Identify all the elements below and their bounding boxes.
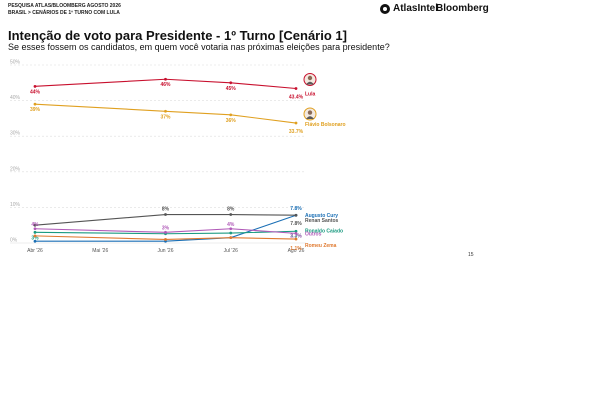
data-point (294, 213, 298, 217)
atlasintel-logo: AtlasIntel (380, 3, 438, 14)
data-label: 46% (160, 82, 171, 88)
page-number: 15 (468, 252, 474, 258)
data-point (229, 81, 233, 85)
series-line-ronaldo-caiado (34, 230, 297, 235)
data-point (294, 121, 298, 125)
data-point (164, 238, 167, 241)
series-line-augusto-cury (35, 214, 297, 242)
data-point (229, 213, 233, 216)
x-tick-label: Jul '26 (224, 248, 239, 254)
series-name-label: Flávio Bolsonaro (305, 122, 346, 128)
report-header-line1: PESQUISA ATLAS/BLOOMBERG AGOSTO 2026 (8, 3, 121, 9)
candidate-body-icon (306, 81, 314, 85)
x-tick-label: Abr '26 (27, 248, 43, 254)
series-name-label: Outros (305, 231, 322, 237)
bloomberg-logo: Bloomberg (436, 3, 489, 14)
x-tick-label: Jun '26 (158, 248, 174, 254)
data-label: 33.7% (289, 129, 304, 135)
report-header: PESQUISA ATLAS/BLOOMBERG AGOSTO 2026 BRA… (8, 3, 121, 17)
series-line-outros (34, 228, 297, 234)
data-point (33, 230, 37, 234)
data-point (294, 237, 298, 241)
data-label: 39% (30, 107, 41, 113)
series-line-lula (34, 78, 297, 90)
chart-title: Intenção de voto para Presidente - 1º Tu… (8, 28, 347, 43)
data-point (33, 239, 37, 243)
atlasintel-brand-text: AtlasIntel (393, 3, 439, 14)
data-point (33, 84, 37, 88)
data-point (164, 109, 167, 113)
atlasintel-logo-icon (380, 3, 390, 14)
data-label: 4% (227, 222, 235, 228)
series-name-label: Renan Santos (305, 218, 339, 224)
data-point (229, 227, 233, 231)
data-point (229, 231, 233, 235)
x-tick-label: Ago '26 (288, 248, 305, 254)
data-point (294, 87, 298, 90)
data-point (164, 77, 167, 81)
y-tick-label: 20% (10, 166, 21, 172)
data-label: 7.8% (290, 206, 302, 212)
chart-subtitle: Se esses fossem os candidatos, em quem v… (8, 42, 390, 52)
data-label: 37% (160, 114, 171, 120)
data-point (229, 113, 233, 117)
data-point (164, 230, 167, 234)
series-name-label: Romeu Zema (305, 243, 337, 249)
y-tick-label: 10% (10, 202, 21, 208)
x-tick-label: Mai '26 (92, 248, 108, 254)
data-point (294, 229, 298, 233)
data-label: 2.7% (290, 233, 302, 239)
y-tick-label: 40% (10, 95, 21, 101)
series-name-label: Augusto Cury (305, 213, 338, 219)
data-label: 36% (226, 118, 237, 124)
candidate-head-icon (307, 110, 313, 115)
data-label: 43.4% (289, 94, 304, 100)
data-point (294, 231, 298, 235)
data-point (164, 213, 167, 216)
data-label: 44% (30, 89, 41, 95)
y-tick-label: 50% (10, 60, 21, 66)
data-point (33, 234, 37, 238)
y-tick-label: 30% (10, 131, 21, 137)
data-point (33, 102, 37, 106)
data-label: 4% (31, 222, 39, 228)
data-label: 3.3% (290, 233, 302, 239)
data-label: 8% (227, 207, 235, 213)
series-name-label: Lula (305, 91, 315, 97)
data-label: 3% (31, 235, 39, 241)
y-tick-label: 0% (10, 238, 18, 244)
data-label: 1.1% (290, 246, 302, 252)
series-line-romeu-zema (34, 235, 297, 240)
candidate-head-icon (307, 75, 313, 81)
data-point (33, 227, 37, 231)
candidate-body-icon (306, 116, 314, 120)
data-point (229, 236, 233, 240)
data-label: 3% (162, 225, 170, 231)
series-line-renan-santos (34, 213, 297, 226)
data-label: 45% (226, 86, 237, 92)
data-label: 8% (162, 207, 170, 213)
series-name-label: Ronaldo Caiado (305, 228, 343, 234)
report-header-line2: BRASIL > CENÁRIOS DE 1º TURNO COM LULA (8, 10, 120, 16)
data-label: 7.8% (290, 221, 302, 227)
data-point (33, 223, 37, 227)
series-line-flávio-bolsonaro (34, 103, 297, 124)
